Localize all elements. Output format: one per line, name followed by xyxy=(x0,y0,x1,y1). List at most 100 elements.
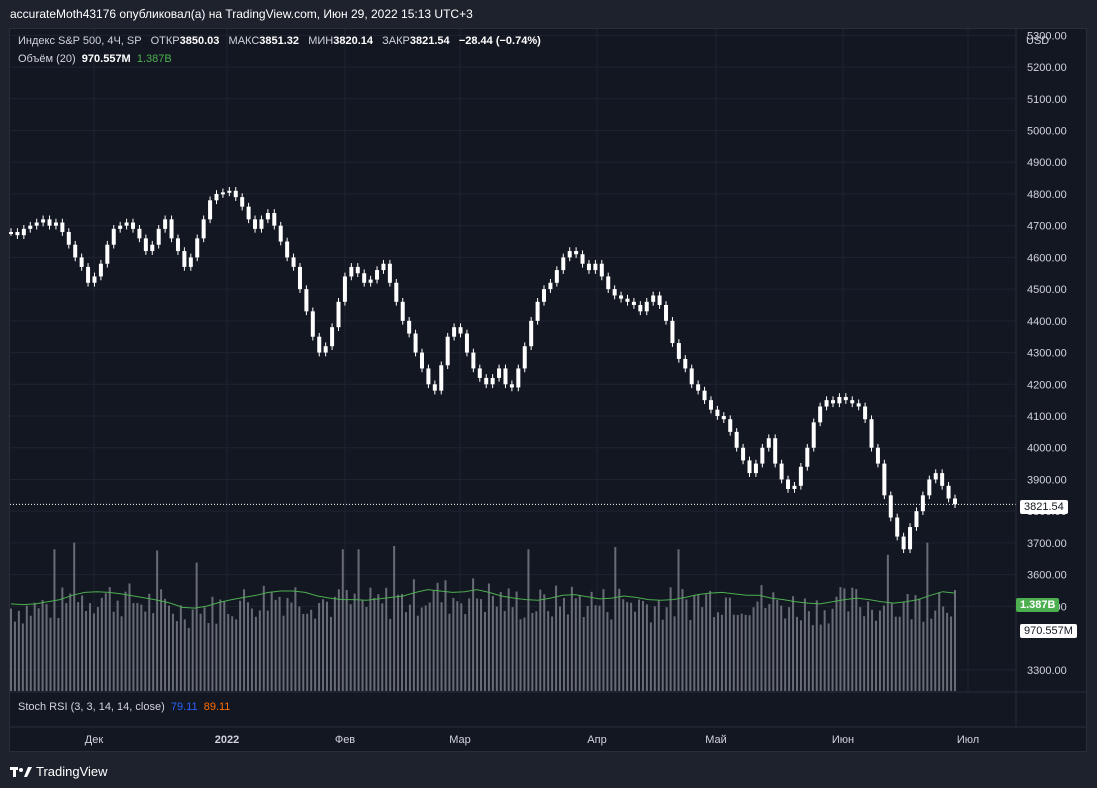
candle-body xyxy=(644,301,649,312)
volume-bar xyxy=(120,616,123,691)
candle-body xyxy=(490,377,495,385)
candle-body xyxy=(111,228,116,245)
volume-bar xyxy=(464,614,467,691)
volume-bar xyxy=(590,591,593,691)
candle-body xyxy=(272,212,277,226)
candle-body xyxy=(542,289,547,302)
volume-bar xyxy=(136,603,139,691)
volume-bar xyxy=(768,604,771,691)
candle-body xyxy=(240,197,245,207)
volume-bar xyxy=(92,613,95,691)
stoch-rsi-legend: Stoch RSI (3, 3, 14, 14, close) 79.11 89… xyxy=(18,701,230,713)
candle-body xyxy=(580,254,585,264)
volume-bar xyxy=(764,608,767,691)
volume-bar xyxy=(878,610,881,691)
low-value: 3820.14 xyxy=(333,35,373,47)
candle-body xyxy=(773,438,778,464)
candle-body xyxy=(246,206,251,220)
volume-bar xyxy=(140,604,143,691)
candle-body xyxy=(342,276,347,302)
volume-bar xyxy=(483,612,486,691)
volume-bar xyxy=(780,605,783,691)
volume-bar xyxy=(922,621,925,691)
volume-bar xyxy=(250,608,253,691)
volume-bar xyxy=(456,601,459,691)
volume-bar xyxy=(476,598,479,691)
volume-bar xyxy=(954,589,956,691)
y-tick-label: 4200.00 xyxy=(1027,379,1067,391)
candle-body xyxy=(574,251,579,255)
volume-bar xyxy=(906,594,909,691)
volume-bar xyxy=(582,617,585,691)
volume-bar xyxy=(266,610,269,691)
volume-bar xyxy=(274,599,277,691)
volume-bar xyxy=(859,607,862,691)
volume-bar xyxy=(499,591,502,691)
candle-body xyxy=(535,301,540,321)
x-tick-label: Фев xyxy=(335,734,355,746)
change-value: −28.44 (−0.74%) xyxy=(458,35,541,47)
volume-bar xyxy=(551,616,554,691)
x-tick-label: Апр xyxy=(587,734,606,746)
x-tick-label: Май xyxy=(705,734,727,746)
volume-bar xyxy=(49,617,52,691)
candle-body xyxy=(811,422,816,448)
volume-bar xyxy=(831,608,834,691)
volume-bar xyxy=(626,602,629,691)
tradingview-logo[interactable]: TradingView xyxy=(10,764,108,779)
volume-bar xyxy=(835,596,838,691)
close-label: ЗАКР xyxy=(382,35,410,47)
volume-bar xyxy=(199,613,202,691)
candle-body xyxy=(856,403,861,407)
volume-bar xyxy=(799,620,802,691)
candle-body xyxy=(503,368,508,385)
price-candles xyxy=(9,186,957,554)
volume-bar xyxy=(760,585,763,691)
volume-bar xyxy=(618,588,621,691)
volume-bar xyxy=(152,613,155,691)
candle-body xyxy=(863,406,868,420)
y-tick-label: 4500.00 xyxy=(1027,284,1067,296)
candle-body xyxy=(683,358,688,369)
candle-body xyxy=(619,295,624,299)
y-tick-label: 5300.00 xyxy=(1027,30,1067,42)
candle-body xyxy=(323,346,328,353)
candle-body xyxy=(368,279,373,283)
candle-body xyxy=(895,517,900,537)
volume-bar xyxy=(645,604,648,691)
volume-bar xyxy=(318,603,321,691)
volume-bar xyxy=(53,549,56,691)
candle-body xyxy=(304,289,309,312)
volume-bar xyxy=(160,589,163,691)
volume-bar xyxy=(495,606,498,691)
volume-bar xyxy=(709,590,712,691)
volume-bar xyxy=(361,599,364,691)
volume-bar xyxy=(132,603,135,691)
candle-body xyxy=(529,320,534,347)
volume-bar xyxy=(677,549,680,691)
volume-bar xyxy=(45,604,48,691)
open-value: 3850.03 xyxy=(179,35,220,47)
volume-bar xyxy=(187,628,190,691)
x-tick-label: Июн xyxy=(832,734,854,746)
candle-body xyxy=(73,244,78,258)
volume-bar xyxy=(262,585,265,691)
candle-body xyxy=(259,219,264,229)
candle-body xyxy=(208,200,213,220)
candle-body xyxy=(850,400,855,404)
candle-body xyxy=(21,228,26,236)
volume-bar xyxy=(736,614,739,691)
volume-bar xyxy=(401,594,404,691)
candle-body xyxy=(715,409,720,417)
candle-body xyxy=(779,463,784,480)
candle-body xyxy=(79,257,84,267)
volume-bar xyxy=(685,599,688,691)
volume-bar xyxy=(254,616,257,691)
y-tick-label: 4300.00 xyxy=(1027,348,1067,360)
candle-body xyxy=(214,193,219,201)
candle-body xyxy=(310,311,315,337)
candle-body xyxy=(227,190,232,193)
volume-bar xyxy=(902,601,905,691)
volume-bar xyxy=(412,579,415,691)
